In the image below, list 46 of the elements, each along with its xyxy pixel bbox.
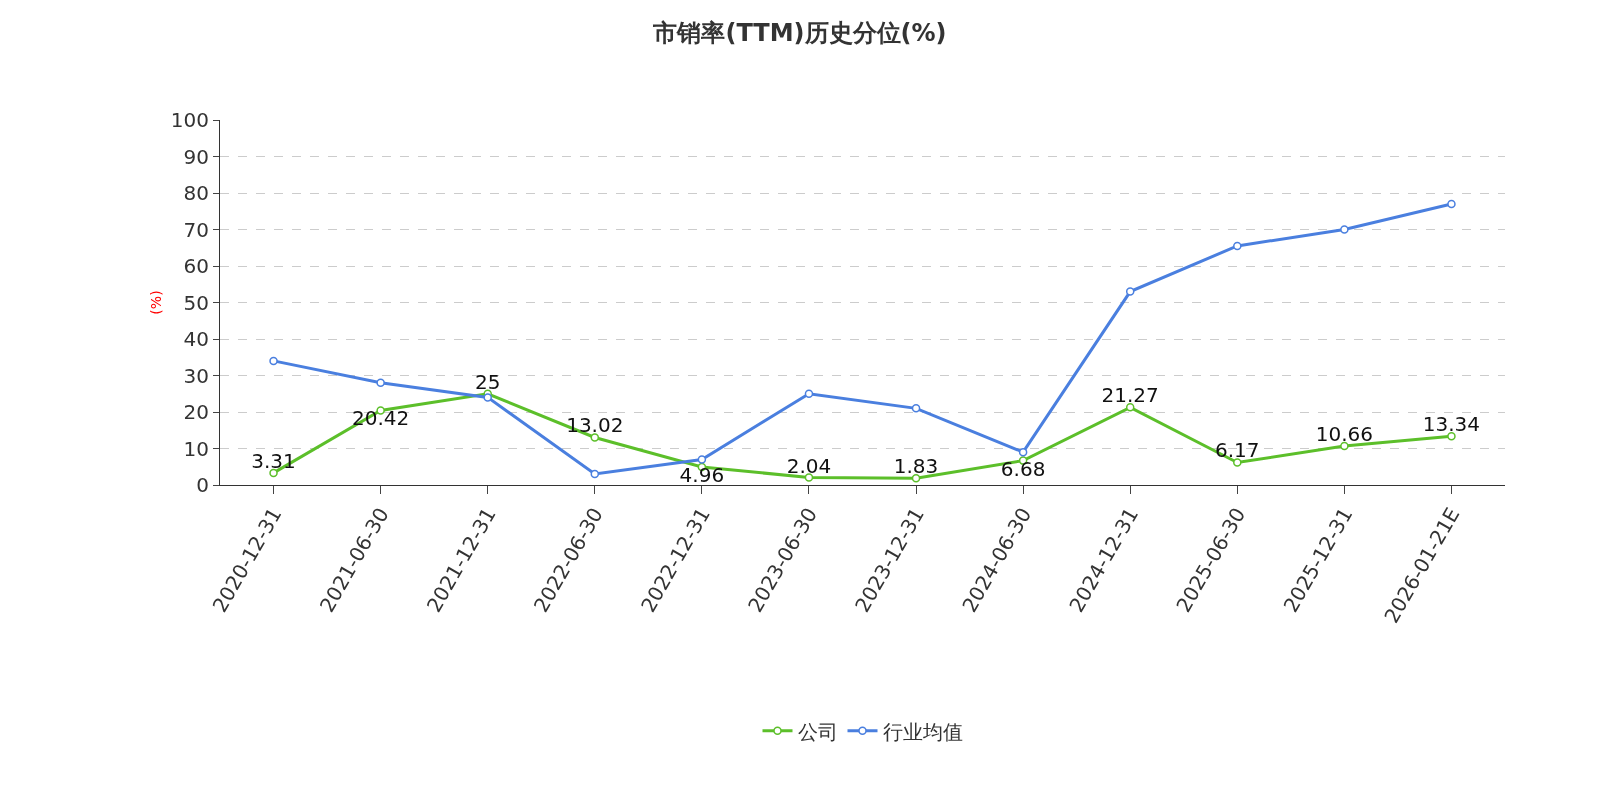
point bbox=[1447, 199, 1456, 209]
y-tick-label: 20 bbox=[183, 400, 209, 424]
data-label: 4.96 bbox=[679, 462, 725, 487]
point bbox=[590, 469, 600, 479]
data-label: 13.02 bbox=[566, 413, 624, 438]
data-label: 6.68 bbox=[1000, 456, 1046, 481]
point bbox=[1233, 241, 1242, 251]
y-tick-label: 90 bbox=[183, 144, 209, 169]
y-tick-label: 40 bbox=[183, 327, 209, 351]
point bbox=[804, 389, 814, 398]
point bbox=[1018, 447, 1028, 457]
point bbox=[1125, 403, 1135, 412]
data-label: 1.83 bbox=[893, 454, 939, 479]
point bbox=[590, 433, 600, 442]
data-label: 6.17 bbox=[1215, 438, 1260, 463]
y-tick-label: 50 bbox=[183, 290, 209, 315]
point bbox=[697, 455, 707, 464]
point bbox=[483, 393, 492, 402]
point bbox=[911, 474, 921, 483]
data-label: 13.34 bbox=[1422, 412, 1481, 437]
point bbox=[1125, 287, 1135, 296]
data-label: 21.27 bbox=[1101, 383, 1159, 408]
data-label: 25 bbox=[474, 369, 501, 394]
y-tick-label: 70 bbox=[183, 217, 209, 242]
point bbox=[911, 404, 921, 413]
legend-label: 公司 bbox=[797, 719, 838, 744]
y-tick-label: 10 bbox=[183, 436, 209, 461]
point bbox=[376, 378, 385, 388]
data-label: 10.66 bbox=[1315, 422, 1374, 447]
chart-title: 市销率(TTM)历史分位(%) bbox=[652, 18, 947, 47]
y-tick-label: 100 bbox=[170, 108, 209, 132]
point bbox=[804, 473, 814, 482]
point bbox=[1340, 441, 1349, 451]
data-label: 3.31 bbox=[251, 448, 296, 473]
point bbox=[269, 468, 278, 478]
data-label: 2.04 bbox=[786, 453, 832, 478]
y-tick-label: 30 bbox=[183, 363, 209, 388]
point bbox=[1233, 458, 1242, 467]
legend-label: 行业均值 bbox=[882, 719, 963, 744]
y-tick-label: 60 bbox=[183, 254, 209, 278]
point bbox=[1340, 225, 1349, 234]
point bbox=[269, 356, 278, 366]
y-tick-label: 80 bbox=[183, 181, 209, 205]
point bbox=[1447, 432, 1456, 441]
y-axis-title: (%) bbox=[148, 290, 165, 315]
y-tick-label: 0 bbox=[196, 473, 209, 497]
